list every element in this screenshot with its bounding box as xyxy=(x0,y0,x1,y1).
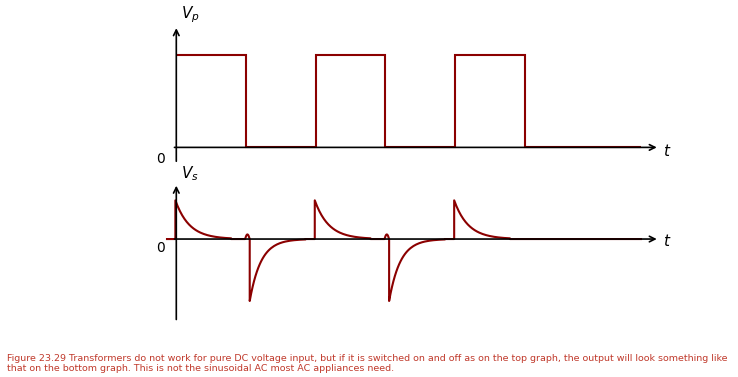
Text: $t$: $t$ xyxy=(663,143,672,159)
Text: Figure 23.29 Transformers do not work for pure DC voltage input, but if it is sw: Figure 23.29 Transformers do not work fo… xyxy=(7,354,728,373)
Text: $t$: $t$ xyxy=(663,233,672,249)
Text: 0: 0 xyxy=(156,152,165,166)
Text: 0: 0 xyxy=(156,241,165,255)
Text: $V_s$: $V_s$ xyxy=(181,164,199,183)
Text: $V_p$: $V_p$ xyxy=(181,5,199,25)
